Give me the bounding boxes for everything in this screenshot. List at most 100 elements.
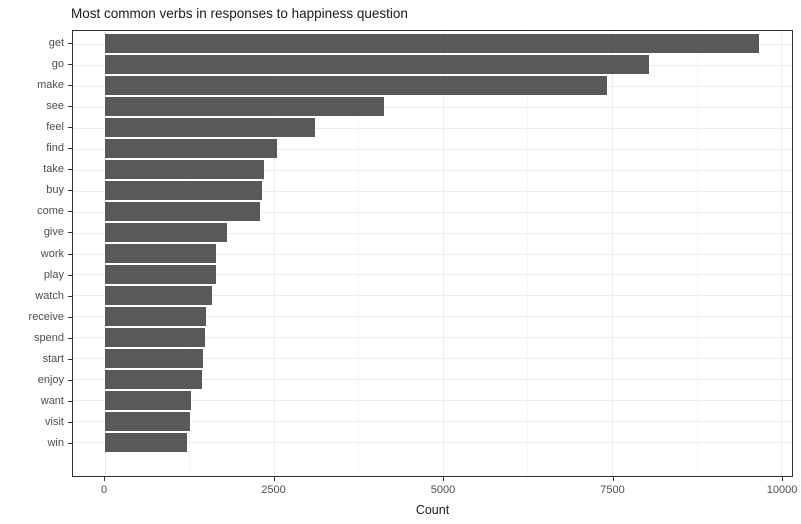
bar-buy bbox=[104, 181, 262, 200]
gridline-horizontal-major bbox=[73, 106, 792, 108]
bar-visit bbox=[104, 411, 191, 431]
gridline-horizontal-major bbox=[73, 211, 792, 213]
chart-title: Most common verbs in responses to happin… bbox=[71, 6, 408, 21]
y-tick-label: give bbox=[43, 226, 64, 239]
gridline-horizontal-major bbox=[73, 400, 792, 402]
bar-work bbox=[104, 244, 217, 263]
gridline-horizontal-major bbox=[73, 232, 792, 234]
y-tick-mark bbox=[68, 232, 72, 234]
x-axis-label: Count bbox=[415, 503, 450, 517]
y-tick-label: go bbox=[51, 57, 64, 70]
bar-win bbox=[104, 432, 187, 452]
gridline-horizontal-major bbox=[73, 148, 792, 150]
bar-get bbox=[104, 34, 759, 54]
y-tick-label: see bbox=[46, 99, 64, 112]
x-tick-label: 0 bbox=[100, 484, 108, 496]
y-tick-label: start bbox=[42, 352, 64, 365]
x-tick-label: 2500 bbox=[261, 484, 286, 496]
x-tick-label: 5000 bbox=[430, 484, 456, 496]
x-tick-mark bbox=[612, 477, 614, 481]
gridline-horizontal-major bbox=[73, 253, 792, 255]
gridline-vertical-minor bbox=[696, 31, 698, 476]
y-tick-mark bbox=[68, 63, 72, 65]
gridline-horizontal-major bbox=[73, 190, 792, 192]
plot-panel bbox=[72, 30, 793, 477]
y-tick-mark bbox=[68, 422, 72, 424]
gridline-horizontal-major bbox=[73, 442, 792, 444]
gridline-horizontal-major bbox=[73, 169, 792, 171]
y-tick-mark bbox=[68, 42, 72, 44]
x-tick-mark bbox=[443, 477, 444, 481]
gridline-vertical-major bbox=[612, 31, 613, 476]
y-tick-mark bbox=[68, 190, 72, 192]
bar-enjoy bbox=[104, 369, 202, 389]
gridline-horizontal-major bbox=[73, 379, 792, 381]
y-tick-mark bbox=[68, 211, 72, 213]
y-tick-label: feel bbox=[46, 120, 64, 133]
y-tick-mark bbox=[68, 316, 72, 318]
bar-find bbox=[104, 139, 277, 158]
gridline-vertical-minor bbox=[527, 31, 529, 476]
y-tick-mark bbox=[68, 148, 72, 150]
bar-start bbox=[104, 349, 203, 368]
y-tick-mark bbox=[68, 84, 72, 86]
bar-feel bbox=[104, 118, 316, 137]
y-tick-label: win bbox=[47, 437, 64, 450]
x-tick-label: 10000 bbox=[766, 484, 798, 496]
bar-see bbox=[104, 97, 385, 116]
gridline-vertical-major bbox=[781, 31, 783, 476]
y-tick-label: come bbox=[37, 205, 64, 218]
gridline-horizontal-major bbox=[73, 358, 792, 360]
bar-watch bbox=[104, 286, 213, 305]
x-tick-mark bbox=[104, 477, 105, 481]
y-tick-label: play bbox=[43, 268, 64, 281]
gridline-vertical-major bbox=[273, 31, 275, 476]
bar-receive bbox=[104, 307, 207, 326]
gridline-horizontal-major bbox=[73, 295, 792, 297]
y-tick-label: make bbox=[37, 78, 64, 91]
x-axis: 0 2500 5000 7500 10000 bbox=[72, 477, 797, 507]
y-tick-mark bbox=[68, 401, 72, 403]
y-tick-mark bbox=[68, 380, 72, 381]
x-tick-label: 7500 bbox=[600, 484, 625, 496]
y-tick-mark bbox=[68, 358, 72, 360]
y-tick-label: watch bbox=[35, 289, 64, 302]
bar-go bbox=[104, 55, 650, 75]
x-tick-mark bbox=[273, 477, 275, 481]
y-tick-label: take bbox=[43, 163, 64, 176]
y-tick-label: enjoy bbox=[37, 374, 64, 386]
y-tick-label: work bbox=[40, 247, 64, 260]
bar-play bbox=[104, 265, 216, 284]
y-tick-mark bbox=[68, 274, 72, 276]
gridline-horizontal-major bbox=[73, 316, 792, 318]
bar-make bbox=[104, 76, 608, 96]
bar-come bbox=[104, 202, 261, 221]
gridline-horizontal-major bbox=[73, 337, 792, 339]
y-tick-mark bbox=[68, 126, 72, 128]
y-tick-label: visit bbox=[45, 416, 64, 429]
gridline-horizontal-major bbox=[73, 274, 792, 276]
gridline-vertical-minor bbox=[358, 31, 360, 476]
y-tick-mark bbox=[68, 443, 72, 445]
y-tick-label: spend bbox=[34, 331, 64, 344]
y-axis: get go make see feel find take buy come give work p… bbox=[0, 30, 72, 477]
bar-take bbox=[104, 160, 264, 179]
y-tick-label: buy bbox=[46, 184, 64, 197]
gridline-horizontal-major bbox=[73, 127, 792, 129]
gridline-horizontal-major bbox=[73, 421, 792, 423]
y-tick-mark bbox=[68, 253, 72, 255]
y-tick-label: receive bbox=[28, 310, 64, 323]
y-tick-mark bbox=[68, 295, 72, 297]
y-tick-mark bbox=[68, 169, 72, 171]
bar-want bbox=[104, 390, 191, 410]
y-tick-label: want bbox=[40, 395, 64, 408]
bar-spend bbox=[104, 328, 205, 347]
y-tick-label: find bbox=[46, 142, 64, 155]
gridline-vertical-major bbox=[442, 31, 444, 476]
bar-give bbox=[104, 223, 228, 242]
y-tick-mark bbox=[68, 105, 72, 107]
y-tick-label: get bbox=[48, 36, 64, 49]
x-tick-mark bbox=[782, 477, 784, 481]
y-tick-mark bbox=[68, 337, 72, 339]
